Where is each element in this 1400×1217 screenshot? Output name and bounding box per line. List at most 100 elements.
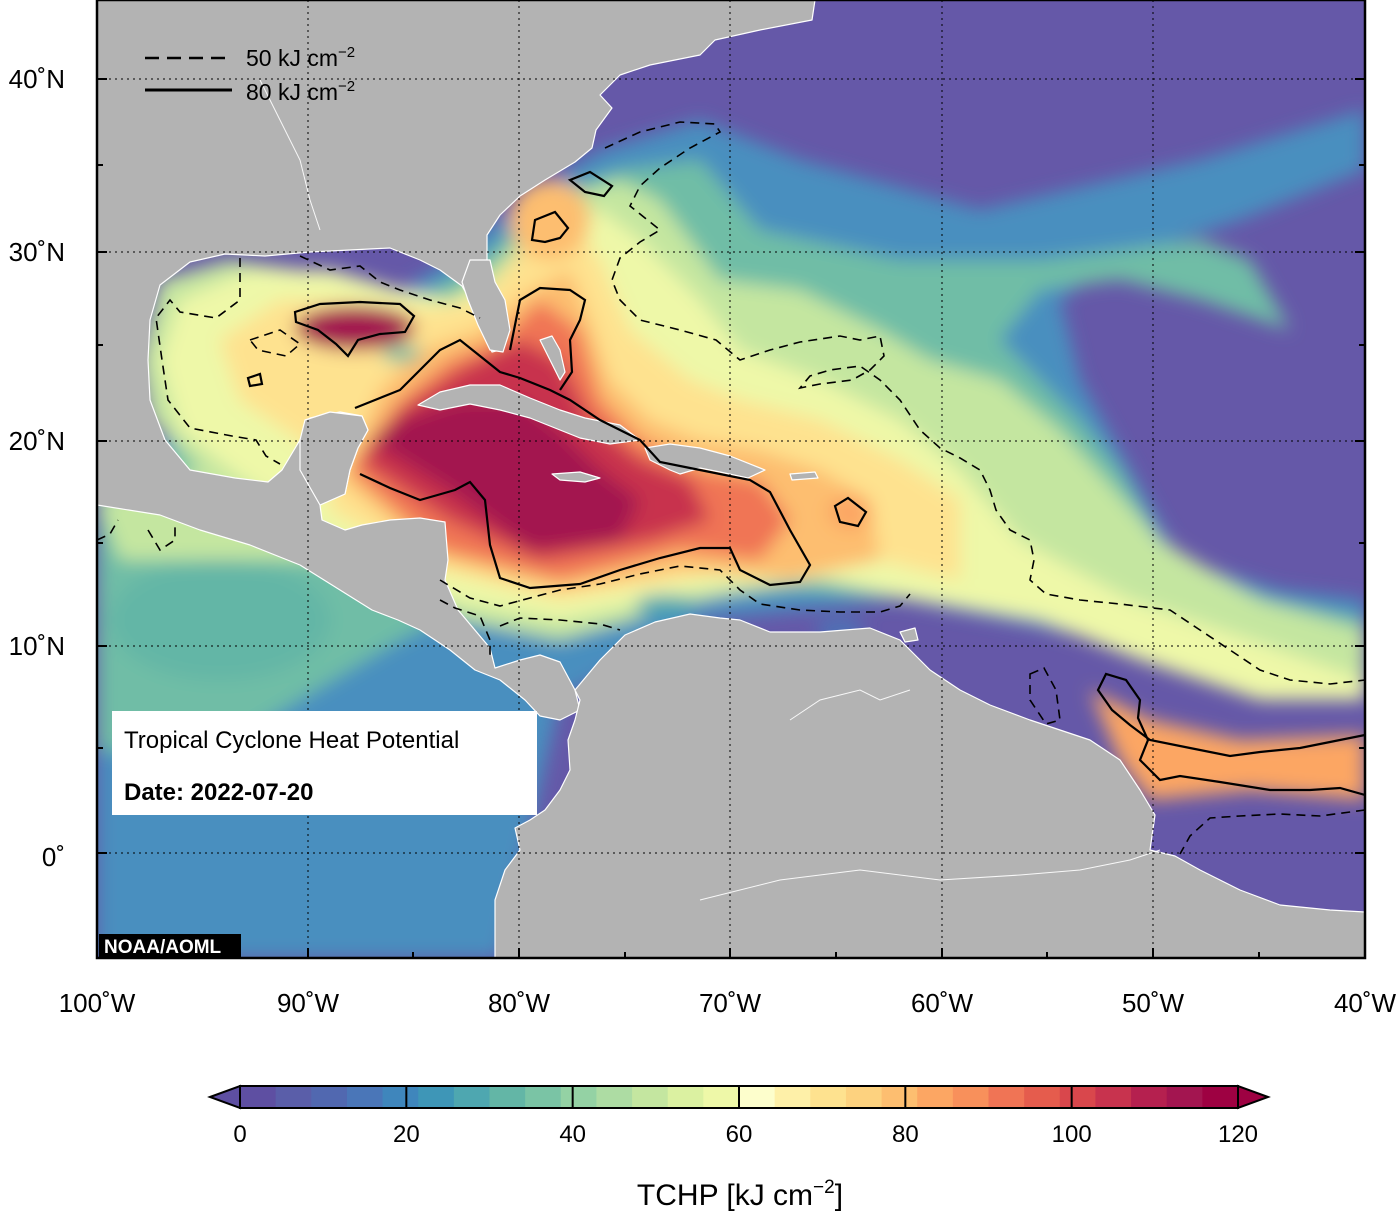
y-tick-label: 0˚ [42,842,65,872]
colorbar-tick-label: 60 [726,1121,753,1148]
mississippi-river [259,79,321,231]
colorbar: 0 20 40 60 80 100 120 TCHP [kJ cm−2] [207,1084,1271,1212]
colorbar-tick-label: 80 [892,1121,919,1148]
contour-80-equatorial [1096,672,1365,797]
colorbar-cells [240,1086,1239,1108]
colorbar-tick-label: 40 [559,1121,586,1148]
puerto-rico-land [789,471,819,481]
contour-50-atlantic [604,121,1365,685]
contour-50-venezuela [499,617,621,631]
colorbar-arrow-high [1237,1084,1271,1110]
contour-80-wgulf [246,372,264,388]
y-tick-label: 40˚N [9,64,65,94]
x-tick-labels: 100˚W 90˚W 80˚W 70˚W 60˚W 50˚W 40˚W [59,988,1397,1018]
colorbar-ticks: 0 20 40 60 80 100 120 [233,1086,1258,1148]
colorbar-cell [1202,1086,1239,1108]
legend-solid-label: 80 kJ cm−2 [246,78,355,105]
contour-80-gulf [293,300,416,358]
contour-80-east-islands [833,496,868,528]
colorbar-cell [703,1086,740,1108]
contour-50-gulf-north [299,255,481,319]
colorbar-cell [1131,1086,1168,1108]
contour-50-east-loop [1029,666,1061,725]
carolina-warm [510,180,590,260]
colorbar-cell [1059,1086,1097,1108]
colorbar-tick-label: 20 [393,1121,420,1148]
x-tick-label: 60˚W [911,988,974,1018]
colorbar-cell [917,1086,954,1108]
contour-80-caribbean [354,338,812,590]
colorbar-cell [845,1086,883,1108]
x-tick-label: 80˚W [488,988,551,1018]
colorbar-cell [739,1086,776,1108]
land [97,0,1365,958]
colorbar-cell [632,1086,669,1108]
credit-background [99,934,241,958]
title-box: Tropical Cyclone Heat Potential Date: 20… [112,711,537,815]
colorbar-cell [1095,1086,1132,1108]
y-tick-label: 30˚N [9,237,65,267]
legend-dashed-label: 50 kJ cm−2 [246,44,355,71]
colorbar-cell [667,1086,704,1108]
contour-50-pacific [147,524,176,552]
contour-80-bahamas [508,286,587,391]
colorbar-cell [382,1086,419,1108]
trinidad-land [899,627,919,643]
colorbar-cell [346,1086,384,1108]
north-america-land [97,0,816,721]
colorbar-cell [1024,1086,1061,1108]
colorbar-title: TCHP [kJ cm−2] [637,1177,843,1212]
orinoco-river [789,689,911,721]
colorbar-cell [418,1086,455,1108]
x-tick-label: 100˚W [59,988,136,1018]
heat-band-112 [370,400,640,550]
contours-50 [97,121,1365,855]
x-tick-label: 40˚W [1334,988,1397,1018]
credit-badge: NOAA/AOML [99,934,241,958]
y-tick-label: 10˚N [9,631,65,661]
contour-50-pacific-west [97,519,119,541]
contour-50-central [439,599,491,660]
colorbar-cell [275,1086,312,1108]
contour-legend: 50 kJ cm−2 80 kJ cm−2 [145,44,355,105]
colorbar-cell [774,1086,811,1108]
hispaniola-land [644,443,766,479]
contour-80-sc [530,210,570,244]
bahamas-land [539,335,566,381]
colorbar-cell [1166,1086,1203,1108]
y-tick-label: 20˚N [9,426,65,456]
colorbar-cell [810,1086,847,1108]
contours-80 [246,170,1365,797]
colorbar-cell [952,1086,990,1108]
y-tick-labels: 40˚N 30˚N 20˚N 10˚N 0˚ [9,64,65,872]
map-date: Date: 2022-07-20 [124,779,313,806]
gulf-blue-eddy [382,346,422,362]
colorbar-cell [596,1086,633,1108]
pacific-teal-patch [110,560,330,680]
x-tick-label: 70˚W [699,988,762,1018]
contour-50-equatorial [1179,809,1365,855]
colorbar-tick-label: 0 [233,1121,246,1148]
x-tick-label: 90˚W [277,988,340,1018]
frame-ticks [97,78,1365,958]
colorbar-cell [988,1086,1025,1108]
amazon-river [699,849,1161,901]
colorbar-cell [525,1086,562,1108]
caribbean-blue-pocket-2 [635,595,695,615]
loop-current-hotspot [295,306,415,350]
contour-50-caribbean-south [439,565,911,613]
x-tick-label: 50˚W [1122,988,1185,1018]
colorbar-cell [453,1086,491,1108]
credit-text: NOAA/AOML [104,937,222,958]
colorbar-arrow-low [207,1084,241,1110]
colorbar-cell [240,1086,277,1108]
south-america-land [494,613,1365,958]
contour-80-ga [567,170,614,198]
colorbar-cell [560,1086,598,1108]
contour-50-gulf [155,258,281,465]
colorbar-tick-label: 120 [1218,1121,1258,1148]
florida-land [461,259,511,353]
colorbar-cell [489,1086,526,1108]
jamaica-land [551,471,601,483]
